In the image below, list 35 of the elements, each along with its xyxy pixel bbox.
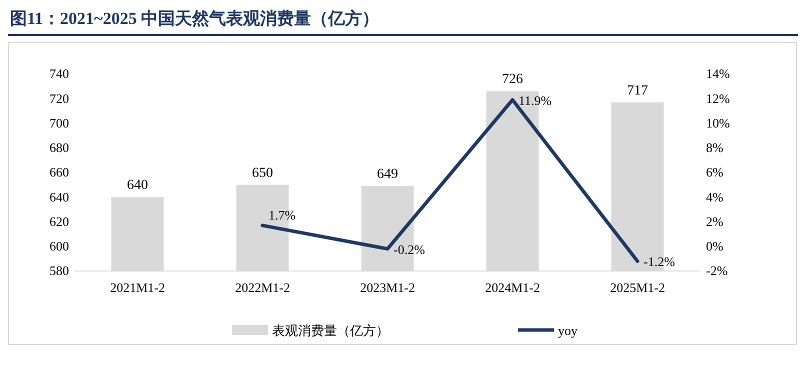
chart-title: 图11：2021~2025 中国天然气表观消费量（亿方） [10,9,380,28]
data-label: -1.2% [644,254,676,270]
y-tick-label: 620 [50,214,69,229]
y2-tick-label: -2% [706,263,728,278]
data-label: 649 [377,167,398,182]
data-label: -0.2% [394,242,426,257]
y2-tick-label: 6% [706,164,724,180]
x-tick-label: 2022M1-2 [235,280,290,296]
data-label: 640 [127,178,148,194]
y2-tick-label: 0% [706,238,724,254]
y-tick-label: 640 [50,189,69,204]
y2-tick-label: 4% [706,189,724,204]
data-label: 1.7% [268,207,296,222]
y-tick-label: 740 [50,66,69,82]
y-tick-label: 580 [50,263,69,278]
x-tick-label: 2023M1-2 [360,280,415,296]
y2-tick-label: 8% [706,140,724,156]
y-tick-label: 680 [50,140,69,156]
legend-label: yoy [558,323,578,338]
x-tick-label: 2024M1-2 [485,280,540,296]
legend-label: 表观消费量（亿方） [272,323,389,338]
data-label: 717 [627,83,648,98]
y-tick-label: 600 [50,238,69,254]
y2-tick-label: 10% [706,115,730,130]
y-tick-label: 700 [50,115,69,130]
x-tick-label: 2021M1-2 [110,280,165,296]
data-label: 726 [502,72,523,88]
y2-tick-label: 2% [706,214,724,229]
x-tick-label: 2025M1-2 [610,280,665,296]
y2-tick-label: 12% [706,90,730,106]
y-tick-label: 720 [50,90,69,106]
y-tick-label: 660 [50,164,69,180]
y2-tick-label: 14% [706,66,730,82]
data-label: 11.9% [518,92,552,108]
data-label: 650 [252,166,273,181]
